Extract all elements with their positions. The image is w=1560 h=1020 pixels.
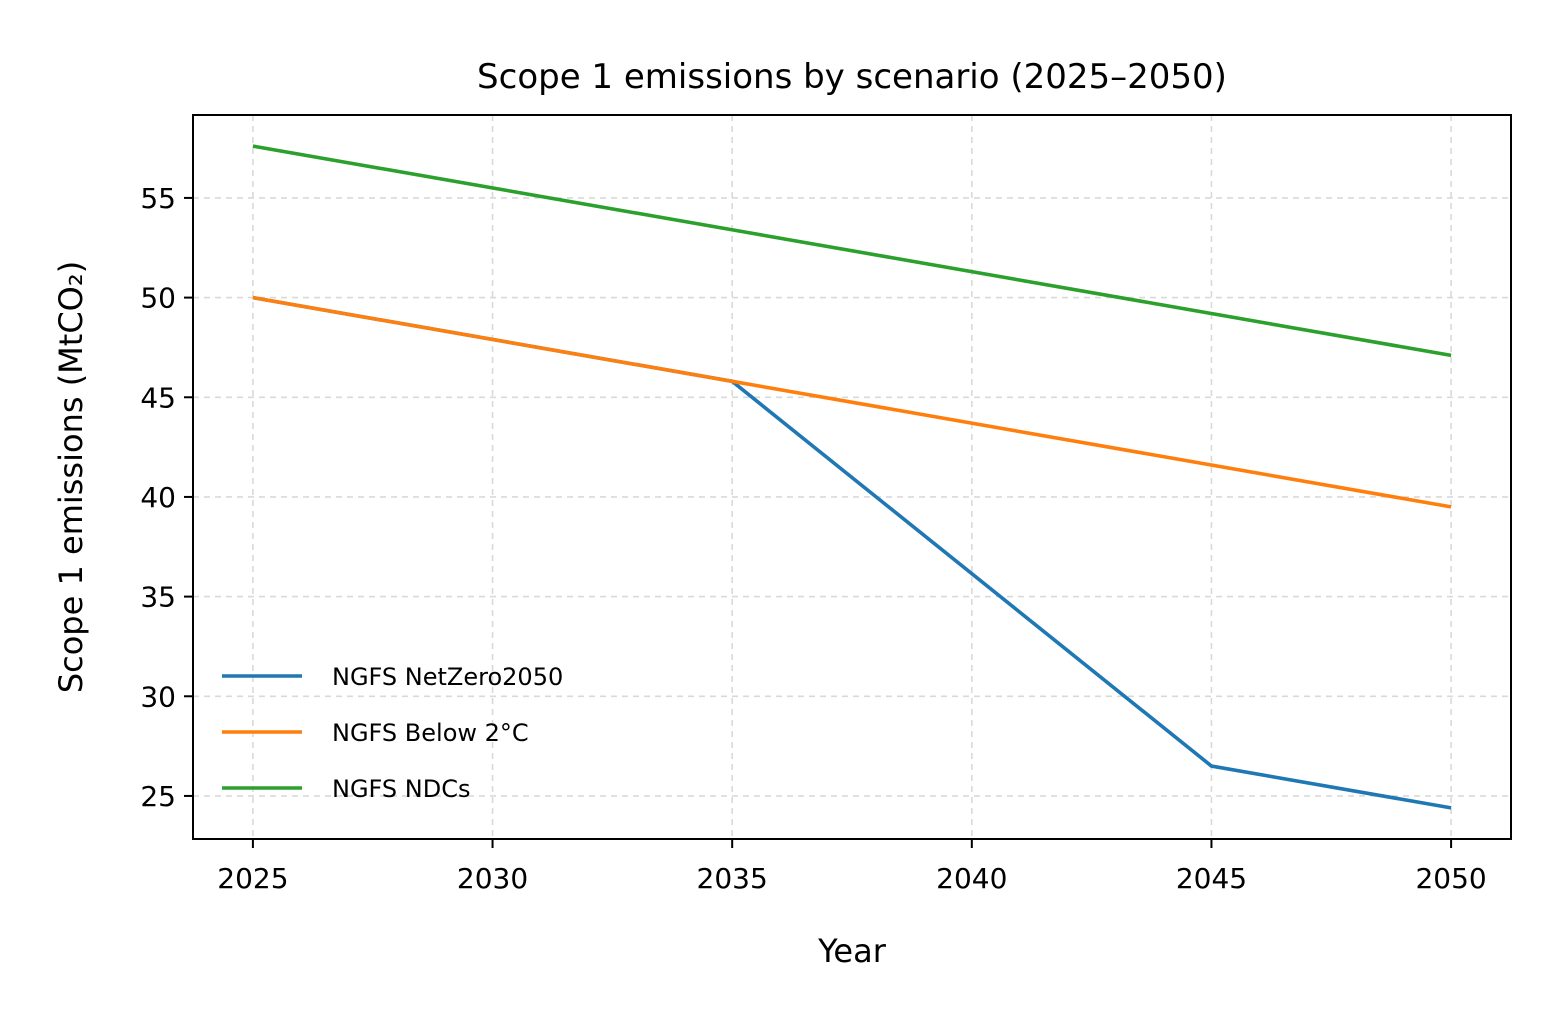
legend-label: NGFS Below 2°C	[332, 719, 529, 747]
y-tick-label: 25	[140, 780, 176, 813]
x-tick-label: 2025	[217, 862, 288, 895]
y-tick-label: 30	[140, 680, 176, 713]
x-tick-label: 2035	[697, 862, 768, 895]
series-line-1	[252, 295, 1452, 509]
y-tick-label: 55	[140, 182, 176, 215]
y-tick-label: 35	[140, 581, 176, 614]
legend-label: NGFS NDCs	[332, 775, 471, 803]
plot-frame	[192, 114, 1512, 840]
legend: NGFS NetZero2050 NGFS Below 2°C NGFS NDCs	[222, 663, 563, 803]
y-tick-label: 40	[140, 481, 176, 514]
y-axis: 25 30 35 40 45 50 55	[140, 182, 193, 813]
x-axis: 2025 2030 2035 2040 2045 2050	[217, 839, 1487, 895]
series-line-2	[252, 144, 1452, 358]
x-axis-label: Year	[817, 932, 887, 970]
x-tick-label: 2050	[1415, 862, 1486, 895]
chart-title: Scope 1 emissions by scenario (2025–2050…	[477, 57, 1227, 97]
x-tick-label: 2045	[1176, 862, 1247, 895]
x-tick-label: 2040	[936, 862, 1007, 895]
x-tick-label: 2030	[457, 862, 528, 895]
y-axis-label: Scope 1 emissions (MtCO₂)	[52, 261, 90, 693]
y-tick-label: 45	[140, 381, 176, 414]
series-lines	[252, 144, 1452, 810]
y-tick-label: 50	[140, 282, 176, 315]
legend-label: NGFS NetZero2050	[332, 663, 563, 691]
